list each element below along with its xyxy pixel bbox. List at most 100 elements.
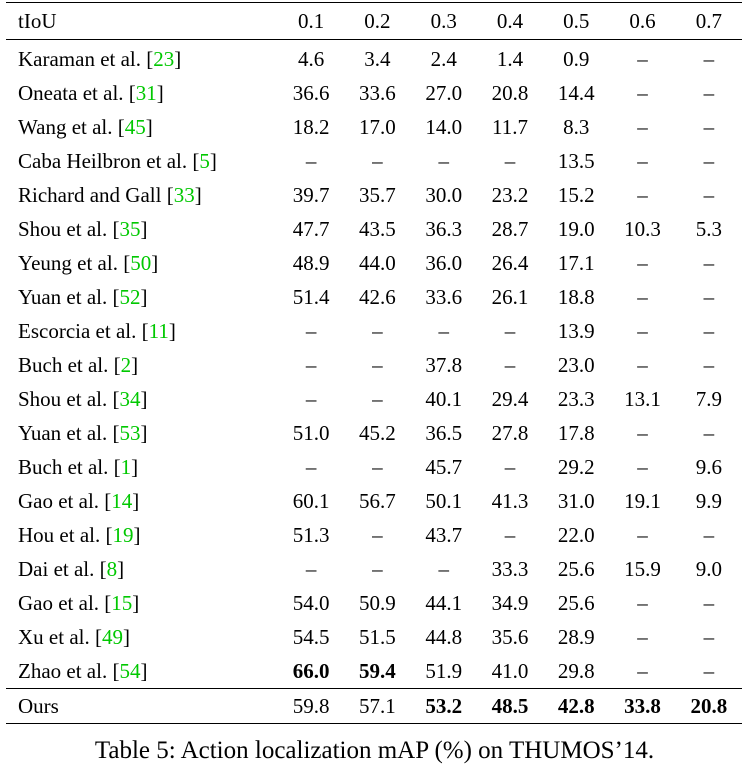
map-value: – — [372, 149, 383, 173]
citation-link[interactable]: 5 — [199, 149, 210, 173]
method-name: Gao et al. [15] — [6, 586, 278, 620]
method-label: Karaman et al. [ — [18, 47, 154, 71]
map-value: 31.0 — [557, 489, 595, 513]
map-value: 33.6 — [425, 285, 463, 309]
header-tiou: 0.1 — [278, 2, 345, 40]
method-name: Hou et al. [19] — [6, 518, 278, 552]
citation-link[interactable]: 35 — [119, 217, 141, 241]
citation-link[interactable]: 54 — [119, 659, 141, 683]
map-value: – — [438, 557, 449, 581]
method-label: Shou et al. [ — [18, 387, 120, 411]
citation-bracket: ] — [145, 115, 153, 139]
table-row: Wang et al. [45] 18.2 17.0 14.0 11.7 8.3 – – — [6, 110, 742, 144]
citation-link[interactable]: 45 — [124, 115, 146, 139]
table-row: Yuan et al. [53] 51.0 45.2 36.5 27.8 17.8 – – — [6, 416, 742, 450]
map-value: 45.2 — [359, 421, 396, 445]
citation-link[interactable]: 49 — [101, 625, 123, 649]
citation-bracket: ] — [168, 319, 176, 343]
caption-label: Table 5: — [94, 737, 176, 764]
map-value: 44.8 — [425, 625, 463, 649]
method-label: Richard and Gall [ — [18, 183, 174, 207]
map-value: – — [637, 421, 648, 445]
citation-link[interactable]: 1 — [120, 455, 132, 479]
citation-link[interactable]: 11 — [148, 319, 169, 343]
table-caption: Table 5: Action localization mAP (%) on … — [0, 737, 749, 765]
map-value: 35.6 — [491, 625, 529, 649]
method-name: Dai et al. [8] — [6, 552, 278, 586]
map-value: 42.8 — [543, 688, 610, 724]
method-label: Zhao et al. [ — [18, 659, 120, 683]
method-name: Buch et al. [2] — [6, 348, 278, 382]
method-label: Buch et al. [ — [18, 455, 121, 479]
map-value: 14.4 — [557, 81, 595, 105]
table-row: Shou et al. [35] 47.7 43.5 36.3 28.7 19.0 10.3… — [6, 212, 742, 246]
citation-link[interactable]: 23 — [153, 47, 175, 71]
method-label: Hou et al. [ — [18, 523, 113, 547]
method-name: Buch et al. [1] — [6, 450, 278, 484]
table-row: Buch et al. [2] – – 37.8 – 23.0 – – — [6, 348, 742, 382]
map-value: 10.3 — [624, 217, 661, 241]
citation-link[interactable]: 53 — [119, 421, 141, 445]
method-name: Oneata et al. [31] — [6, 76, 278, 110]
method-label: Yeung et al. [ — [18, 251, 131, 275]
map-value: 66.0 — [292, 659, 330, 683]
map-value: 14.0 — [425, 115, 463, 139]
citation-link[interactable]: 14 — [111, 489, 133, 513]
map-value: 25.6 — [557, 557, 595, 581]
map-value: 51.9 — [425, 659, 463, 683]
caption-text: Action localization mAP (%) on THUMOS’14… — [180, 737, 655, 764]
header-tiou: 0.7 — [675, 2, 742, 40]
map-value: – — [703, 285, 715, 309]
map-value: – — [703, 421, 715, 445]
map-value: 60.1 — [292, 489, 330, 513]
map-value: – — [637, 455, 648, 479]
method-name: Zhao et al. [54] — [6, 654, 278, 689]
method-label: Wang et al. [ — [18, 115, 125, 139]
table-row: Karaman et al. [23] 4.6 3.4 2.4 1.4 0.9 – – — [6, 40, 742, 77]
citation-link[interactable]: 31 — [135, 81, 157, 105]
citation-link[interactable]: 52 — [119, 285, 141, 309]
map-value: 15.9 — [624, 557, 661, 581]
map-value: 57.1 — [344, 688, 411, 724]
map-value: 48.9 — [292, 251, 330, 275]
map-value: 36.6 — [292, 81, 330, 105]
table-row: Buch et al. [1] – – 45.7 – 29.2 – 9.6 — [6, 450, 742, 484]
citation-link[interactable]: 50 — [130, 251, 152, 275]
map-value: – — [438, 319, 449, 343]
map-value: 27.8 — [491, 421, 529, 445]
table-row: Yeung et al. [50] 48.9 44.0 36.0 26.4 17.1 – – — [6, 246, 742, 280]
map-value: – — [637, 659, 648, 683]
method-name: Escorcia et al. [11] — [6, 314, 278, 348]
method-name: Xu et al. [49] — [6, 620, 278, 654]
method-label: Gao et al. [ — [18, 591, 112, 615]
citation-link[interactable]: 19 — [112, 523, 134, 547]
map-value: – — [372, 319, 383, 343]
map-value: 36.0 — [425, 251, 463, 275]
map-value: 43.5 — [359, 217, 396, 241]
citation-link[interactable]: 8 — [106, 557, 118, 581]
citation-link[interactable]: 15 — [111, 591, 133, 615]
map-value: – — [637, 81, 648, 105]
map-value: 13.1 — [624, 387, 661, 411]
citation-bracket: ] — [132, 591, 140, 615]
map-value: 35.7 — [359, 183, 396, 207]
map-value: 13.5 — [557, 149, 595, 173]
map-value: – — [703, 251, 715, 275]
map-value: 19.1 — [624, 489, 661, 513]
map-value: 33.6 — [359, 81, 396, 105]
map-value: 13.9 — [557, 319, 595, 343]
method-label: Yuan et al. [ — [18, 285, 120, 309]
map-value: 20.8 — [675, 688, 742, 724]
citation-bracket: ] — [140, 285, 148, 309]
map-value: 28.9 — [557, 625, 595, 649]
citation-link[interactable]: 34 — [119, 387, 141, 411]
table-row: Escorcia et al. [11] – – – – 13.9 – – — [6, 314, 742, 348]
header-label: tIoU — [6, 2, 278, 40]
method-name: Richard and Gall [33] — [6, 178, 278, 212]
map-value: – — [504, 149, 516, 173]
citation-link[interactable]: 2 — [120, 353, 132, 377]
map-value: 50.9 — [359, 591, 396, 615]
map-value: 29.4 — [491, 387, 529, 411]
citation-link[interactable]: 33 — [173, 183, 195, 207]
method-label: Xu et al. [ — [18, 625, 102, 649]
